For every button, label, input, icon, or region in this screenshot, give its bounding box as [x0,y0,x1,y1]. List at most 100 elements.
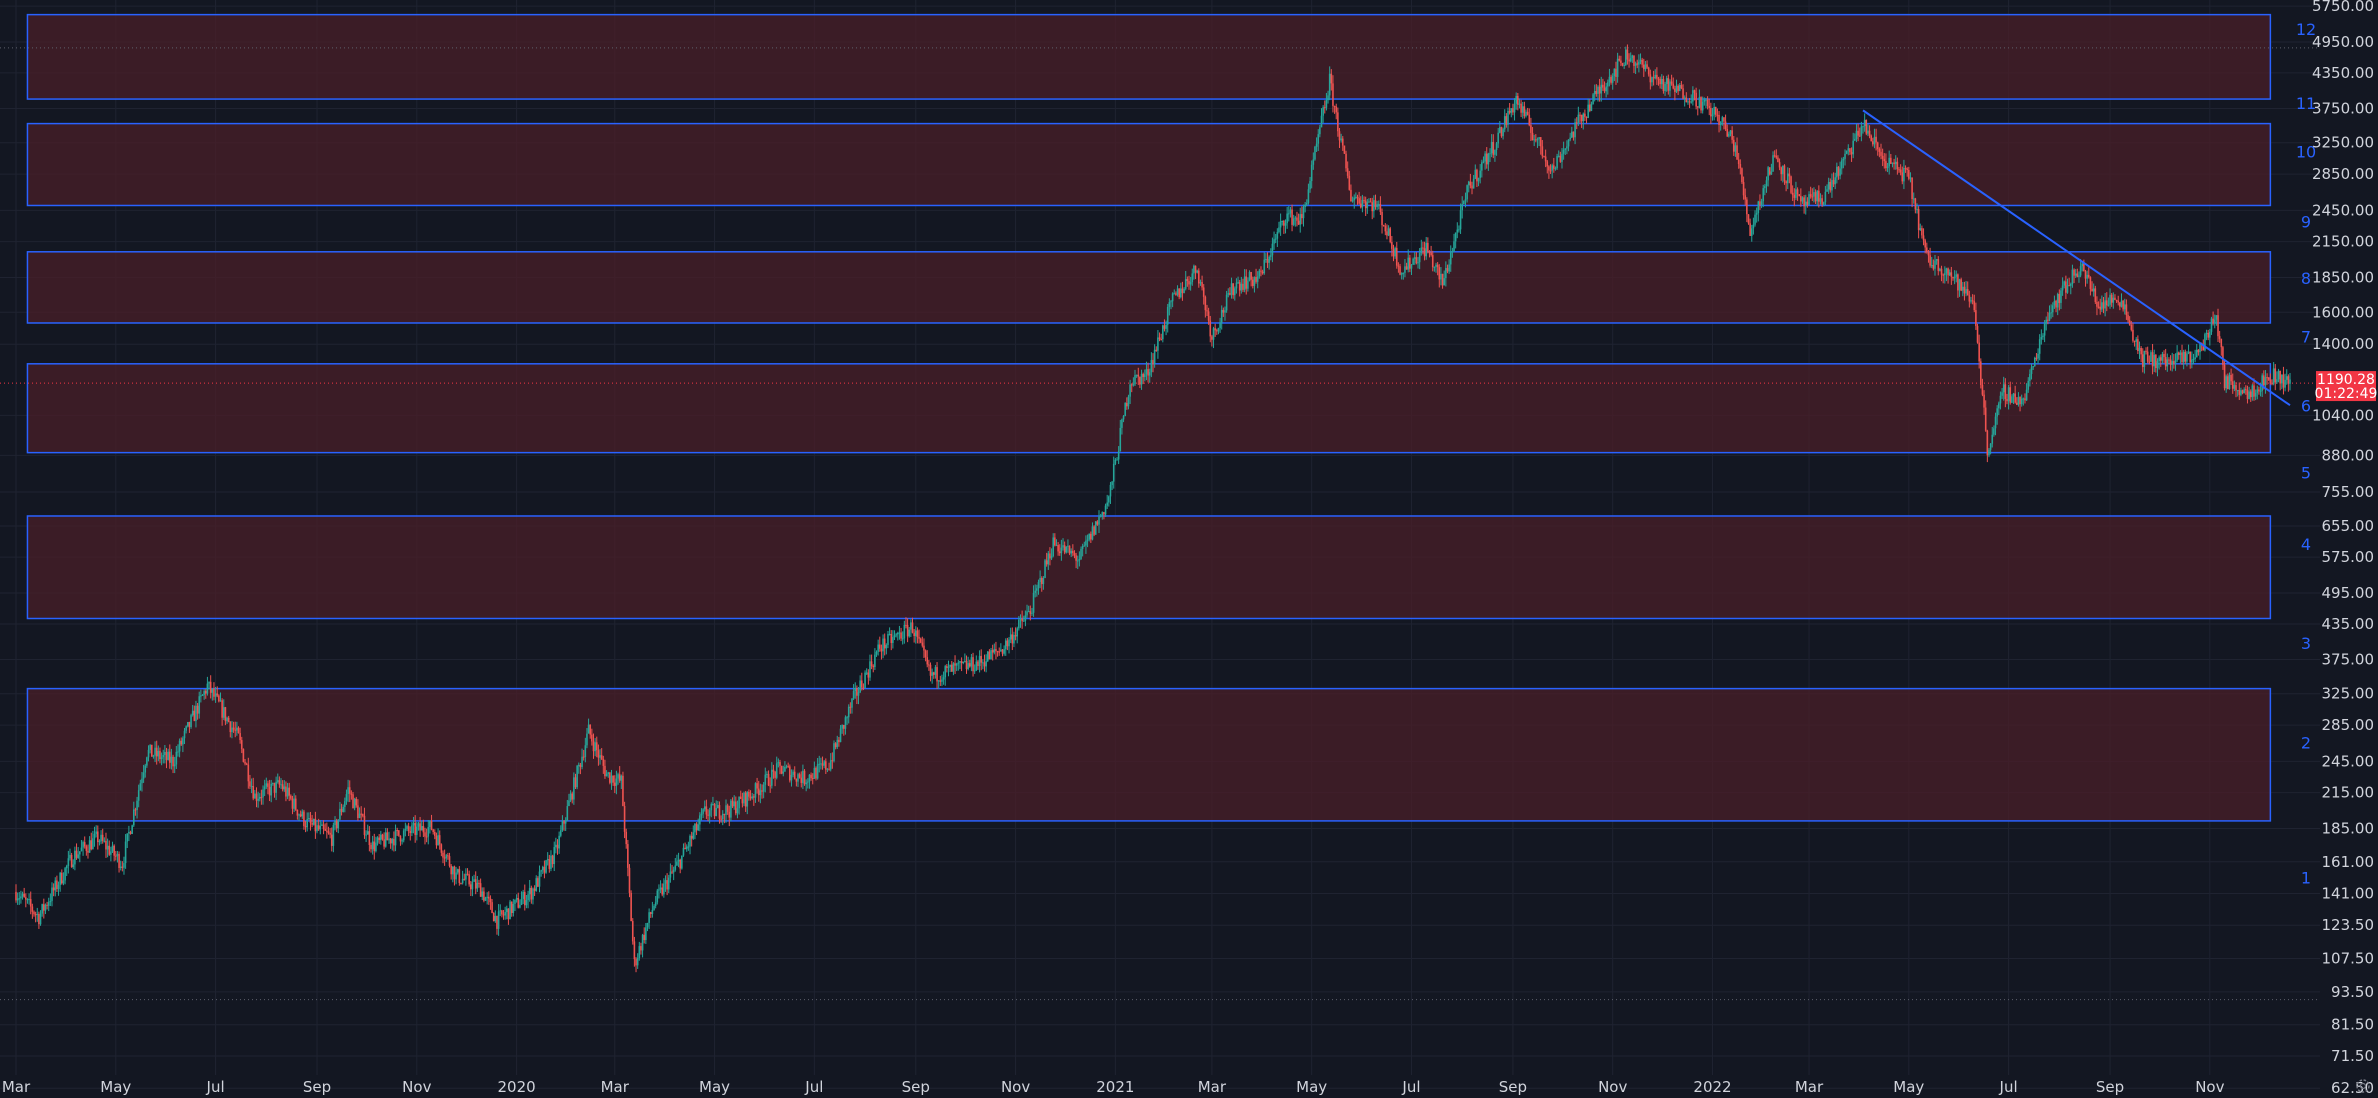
candle-body [1417,262,1419,264]
candle-body [175,751,178,765]
candle-body [1994,416,1997,429]
candle-body [918,637,920,639]
zone-rectangle[interactable] [26,122,2272,207]
candle-body [1291,209,1293,225]
candle-body [1276,232,1279,239]
candle-body [254,793,256,799]
candle-body [1492,141,1495,155]
candle-body [2033,357,2036,366]
zone-rectangle[interactable] [26,13,2272,100]
candle-body [1783,165,1786,182]
x-tick-label: 2022 [1693,1078,1731,1096]
candle-body [836,739,839,748]
candle-body [2240,390,2242,395]
candle-body [1939,268,1941,271]
candle-body [679,859,682,869]
candle-body [2014,393,2016,403]
candle-body [103,840,106,842]
candle-body [1214,328,1216,331]
candles[interactable] [15,44,2291,973]
candle-body [2107,304,2110,306]
candle-body [843,724,845,729]
candle-body [1085,540,1087,546]
candle-body [2285,376,2288,380]
candle-body [1814,192,1817,202]
candle-body [1597,86,1599,94]
zones[interactable] [26,13,2272,822]
zone-rectangle[interactable] [26,251,2272,324]
candle-body [893,635,896,638]
candle-body [350,793,353,795]
candle-body [942,677,945,680]
candle-body [2022,398,2025,400]
candle-body [1518,103,1521,105]
candle-body [47,902,50,906]
candle-body [1150,359,1153,373]
candle-body [1443,278,1446,286]
candle-body [595,742,598,751]
candle-body [1000,649,1002,652]
candle-body [1476,169,1478,182]
zone-rectangle[interactable] [26,515,2272,620]
candle-body [1044,560,1046,578]
y-tick-label: 161.00 [2322,853,2375,871]
candle-body [466,873,469,875]
candle-body [931,672,933,676]
candle-body [414,823,416,835]
candle-body [182,738,184,745]
candle-body [1407,257,1410,270]
time-axis[interactable]: Mar May Jul Sep Nov 2020 Mar May Jul Sep Nov 2021 Ma… [2,1078,2225,1096]
candle-body [622,775,624,806]
candle-body [204,691,207,694]
candle-body [1616,58,1619,77]
candle-body [694,823,696,833]
candle-body [757,788,760,796]
candle-body [1927,252,1930,256]
candle-body [1724,121,1727,129]
candle-body [1165,324,1167,329]
zone-rectangle[interactable] [26,363,2272,454]
candle-body [461,878,464,884]
candle-body [1868,130,1871,136]
candle-body [2141,354,2144,367]
candle-body [2153,354,2156,367]
candle-body [1348,175,1351,190]
candle-body [743,792,745,804]
candle-body [1461,204,1463,211]
trendline[interactable] [1862,109,2291,407]
candle-body [1716,114,1719,116]
candle-body [2094,288,2097,302]
trendline-group[interactable] [1862,109,2291,407]
candle-body [164,751,166,755]
candle-body [2011,396,2013,403]
candle-body [1903,168,1905,182]
candle-body [1032,592,1035,613]
candle-body [1363,200,1365,202]
candle-body [2279,370,2281,384]
candle-body [1008,639,1010,647]
candle-body [844,717,847,729]
y-tick-label: 81.50 [2331,1016,2374,1034]
candle-body [1844,153,1846,159]
candle-body [2097,306,2100,308]
candle-body [875,651,878,655]
candle-body [2110,294,2113,303]
candle-body [1999,395,2002,404]
candle-body [1188,280,1190,285]
candle-body [2019,397,2021,405]
y-tick-label: 2450.00 [2312,201,2374,219]
candle-body [1325,100,1328,108]
candle-body [1778,162,1781,168]
candle-body [972,657,974,672]
candle-body [671,871,673,873]
candle-body [882,638,884,652]
price-axis[interactable]: 5750.00 4950.00 4350.00 3750.00 3250.00 2850.… [2312,0,2374,1097]
candle-body [1050,556,1053,559]
candle-body [1669,81,1671,91]
gear-icon[interactable] [2356,1079,2370,1093]
candle-body [787,766,789,768]
zone-rectangle[interactable] [26,687,2272,822]
candle-body [1731,130,1733,140]
candle-body [1695,92,1697,107]
